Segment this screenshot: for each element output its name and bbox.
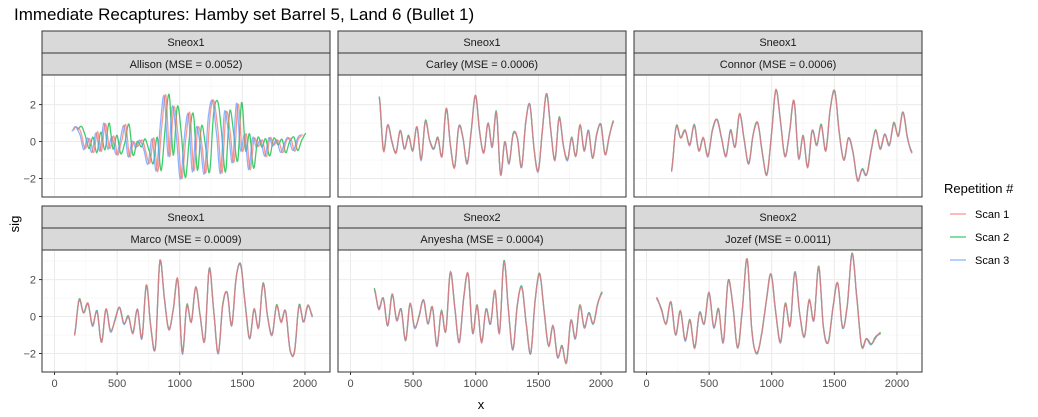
y-tick-label: −2 bbox=[23, 349, 36, 361]
strip-top-label: Sneox1 bbox=[167, 212, 204, 224]
facet-panel-1: Sneox1 Allison (MSE = 0.0052) −2 0 2 bbox=[23, 30, 331, 198]
panel-border bbox=[633, 74, 923, 198]
x-tick-label: 500 bbox=[700, 378, 718, 390]
x-tick-label: 2000 bbox=[885, 378, 909, 390]
series-line-scan-3 bbox=[71, 94, 302, 180]
series-line-scan-1 bbox=[670, 88, 913, 182]
facet-panel-6: Sneox2 Jozef (MSE = 0.0011) 0 500 1000 1500 20… bbox=[633, 205, 923, 390]
x-tick-label: 1000 bbox=[759, 378, 783, 390]
x-tick-label: 500 bbox=[404, 378, 422, 390]
strip-top-label: Sneox2 bbox=[759, 212, 796, 224]
x-tick-label: 1000 bbox=[167, 378, 191, 390]
y-tick-label: 2 bbox=[30, 275, 36, 287]
legend: Repetition # Scan 1 Scan 2 Scan 3 bbox=[944, 181, 1014, 267]
strip-bottom-label: Connor (MSE = 0.0006) bbox=[720, 59, 836, 71]
facet-panel-2: Sneox1 Carley (MSE = 0.0006) bbox=[337, 30, 627, 198]
legend-label-scan-2: Scan 2 bbox=[975, 232, 1009, 244]
facet-panel-3: Sneox1 Connor (MSE = 0.0006) bbox=[633, 30, 923, 198]
series-line-scan-1 bbox=[378, 93, 615, 177]
legend-title: Repetition # bbox=[944, 181, 1014, 196]
y-axis-title: sig bbox=[7, 216, 22, 233]
legend-label-scan-3: Scan 3 bbox=[975, 255, 1009, 267]
y-tick-label: 0 bbox=[30, 312, 36, 324]
series-line-scan-1 bbox=[73, 259, 314, 358]
x-axis-title: x bbox=[478, 397, 485, 412]
x-tick-label: 1500 bbox=[822, 378, 846, 390]
x-tick-label: 2000 bbox=[293, 378, 317, 390]
panels: Sneox1 Allison (MSE = 0.0052) −2 0 2 Sneox1 Ca… bbox=[23, 30, 923, 390]
panel-border bbox=[337, 249, 627, 373]
strip-bottom-label: Carley (MSE = 0.0006) bbox=[426, 59, 538, 71]
strip-top-label: Sneox2 bbox=[463, 212, 500, 224]
strip-top-label: Sneox1 bbox=[463, 37, 500, 49]
legend-label-scan-1: Scan 1 bbox=[975, 209, 1009, 221]
series-line-scan-1 bbox=[656, 253, 882, 355]
x-tick-label: 0 bbox=[51, 378, 57, 390]
strip-bottom-label: Anyesha (MSE = 0.0004) bbox=[420, 234, 543, 246]
strip-top-label: Sneox1 bbox=[759, 37, 796, 49]
facet-panel-5: Sneox2 Anyesha (MSE = 0.0004) 0 500 1000 1500… bbox=[337, 205, 627, 390]
strip-top-label: Sneox1 bbox=[167, 37, 204, 49]
x-tick-label: 0 bbox=[643, 378, 649, 390]
panel-border bbox=[41, 249, 331, 373]
series-line-scan-1 bbox=[373, 261, 603, 365]
series-line-scan-1 bbox=[72, 93, 304, 180]
x-tick-label: 1500 bbox=[526, 378, 550, 390]
y-tick-label: −2 bbox=[23, 174, 36, 186]
x-tick-label: 500 bbox=[108, 378, 126, 390]
x-tick-label: 0 bbox=[347, 378, 353, 390]
x-tick-label: 2000 bbox=[589, 378, 613, 390]
panel-background bbox=[634, 250, 922, 372]
strip-bottom-label: Jozef (MSE = 0.0011) bbox=[725, 234, 831, 246]
y-tick-label: 2 bbox=[30, 100, 36, 112]
strip-bottom-label: Allison (MSE = 0.0052) bbox=[130, 59, 243, 71]
panel-border bbox=[633, 249, 923, 373]
chart-title: Immediate Recaptures: Hamby set Barrel 5… bbox=[14, 5, 474, 24]
facet-panel-4: Sneox1 Marco (MSE = 0.0009) −2 0 2 0 500 1000 15… bbox=[23, 205, 331, 390]
y-tick-label: 0 bbox=[30, 137, 36, 149]
x-tick-label: 1500 bbox=[230, 378, 254, 390]
panel-border bbox=[337, 74, 627, 198]
x-tick-label: 1000 bbox=[463, 378, 487, 390]
strip-bottom-label: Marco (MSE = 0.0009) bbox=[131, 234, 242, 246]
panel-border bbox=[41, 74, 331, 198]
